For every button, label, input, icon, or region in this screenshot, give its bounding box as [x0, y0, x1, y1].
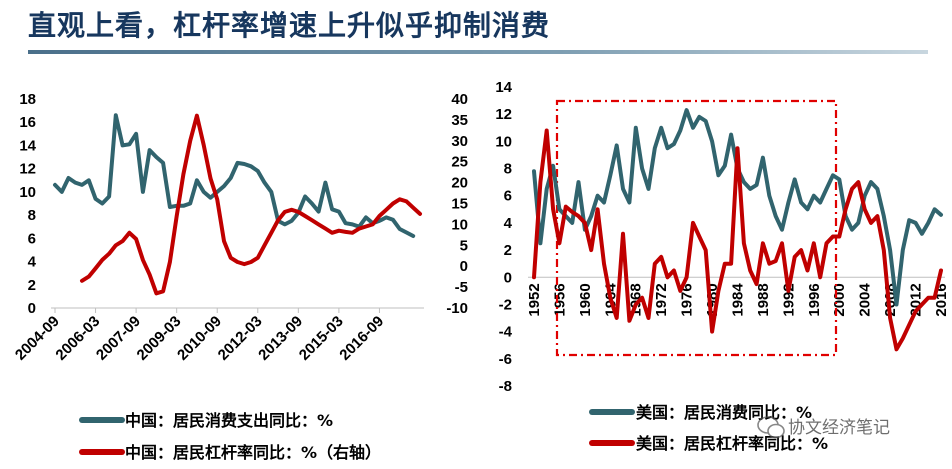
- us-y-tick-label: 2: [504, 242, 512, 259]
- china-right-tick-label: 35: [451, 112, 468, 129]
- china-left-tick-label: 18: [19, 91, 36, 108]
- us-y-tick-label: 12: [495, 106, 512, 123]
- china-left-tick-label: 0: [28, 300, 36, 317]
- us-y-tick-label: -2: [499, 296, 512, 313]
- us-series-lines: [532, 108, 943, 352]
- china-right-tick-label: -5: [455, 279, 468, 296]
- us-y-tick-label: -4: [499, 324, 513, 341]
- legend-cn-consumption: 中国：居民消费支出同比：%: [125, 411, 333, 430]
- china-chart: 0 2 4 6 8 10 12 14 16 18 -10 -5 0 5 10 15 20 25 30 35 40 20…: [12, 91, 468, 462]
- china-x-axis: 2004-092006-032007-092009-032010-092012-…: [12, 308, 387, 364]
- china-right-tick-label: 40: [451, 91, 468, 108]
- china-x-tick-label: 2016-09: [336, 313, 387, 364]
- us-x-tick-label: 2000: [831, 283, 848, 316]
- page-title: 直观上看，杠杆率增速上升似乎抑制消费: [28, 9, 551, 42]
- us-consumption-line: [532, 108, 943, 307]
- us-x-tick-label: 1976: [679, 283, 696, 316]
- legend-cn-leverage: 中国：居民杠杆率同比：%（右轴）: [125, 443, 381, 462]
- cn-consumption-line: [53, 113, 416, 238]
- title-underline: [28, 50, 928, 54]
- china-left-tick-label: 10: [19, 184, 36, 201]
- us-x-tick-label: 1996: [806, 283, 823, 316]
- us-x-tick-label: 1968: [628, 283, 645, 316]
- us-x-tick-label: 1988: [755, 283, 772, 316]
- china-left-tick-label: 2: [28, 277, 36, 294]
- china-left-tick-label: 6: [28, 230, 36, 247]
- china-right-tick-label: 0: [460, 258, 468, 275]
- cn-leverage-line: [80, 113, 422, 296]
- china-right-tick-label: 10: [451, 216, 468, 233]
- china-x-tick-label: 2006-03: [52, 313, 103, 364]
- china-x-tick-label: 2015-03: [296, 313, 347, 364]
- china-left-tick-label: 16: [19, 114, 36, 131]
- watermark: 协文经济笔记: [757, 416, 890, 439]
- us-y-tick-label: 8: [504, 161, 512, 178]
- wechat-icon: [757, 416, 785, 439]
- china-right-tick-label: 30: [451, 133, 468, 150]
- us-y-tick-label: 6: [504, 188, 512, 205]
- us-y-tick-label: -6: [499, 351, 512, 368]
- china-right-tick-label: 5: [460, 237, 468, 254]
- china-series-lines: [53, 113, 422, 296]
- watermark-text: 协文经济笔记: [788, 418, 890, 438]
- china-right-tick-label: 25: [451, 154, 468, 171]
- china-legend: 中国：居民消费支出同比：% 中国：居民杠杆率同比：%（右轴）: [79, 411, 381, 462]
- legend-us-leverage: 美国：居民杠杆率同比：%: [636, 434, 828, 453]
- us-x-tick-label: 1984: [730, 283, 747, 317]
- china-left-tick-label: 8: [28, 207, 36, 224]
- china-right-tick-label: 20: [451, 175, 468, 192]
- us-x-tick-label: 1992: [780, 283, 797, 316]
- us-y-tick-label: 4: [504, 215, 513, 232]
- china-left-tick-label: 12: [19, 161, 36, 178]
- us-y-tick-label: 14: [495, 79, 512, 96]
- us-y-tick-label: 10: [495, 133, 512, 150]
- us-x-tick-label: 1972: [653, 283, 670, 316]
- us-x-tick-label: 2004: [857, 283, 874, 317]
- china-x-tick-label: 2009-03: [134, 313, 185, 364]
- us-y-tick-label: -8: [499, 378, 512, 395]
- us-x-tick-label: 1956: [551, 283, 568, 316]
- china-x-tick-label: 2010-09: [174, 313, 225, 364]
- us-y-tick-label: 0: [504, 269, 512, 286]
- china-left-tick-label: 14: [19, 137, 36, 154]
- us-x-tick-label: 1960: [577, 283, 594, 316]
- china-right-axis: -10 -5 0 5 10 15 20 25 30 35 40: [446, 91, 468, 317]
- china-left-tick-label: 4: [28, 254, 37, 271]
- china-right-tick-label: 15: [451, 196, 468, 213]
- china-x-tick-label: 2012-03: [215, 313, 266, 364]
- china-right-tick-label: -10: [446, 300, 468, 317]
- us-y-axis: -8 -6 -4 -2 0 2 4 6 8 10 12 14: [495, 79, 512, 395]
- china-x-tick-label: 2004-09: [12, 313, 63, 364]
- china-left-axis: 0 2 4 6 8 10 12 14 16 18: [19, 91, 36, 317]
- us-x-tick-label: 1952: [526, 283, 543, 316]
- china-x-tick-label: 2007-09: [93, 313, 144, 364]
- legend-us-consumption: 美国：居民消费同比：%: [636, 403, 812, 422]
- us-leverage-line: [532, 128, 943, 352]
- china-x-tick-label: 2013-09: [255, 313, 306, 364]
